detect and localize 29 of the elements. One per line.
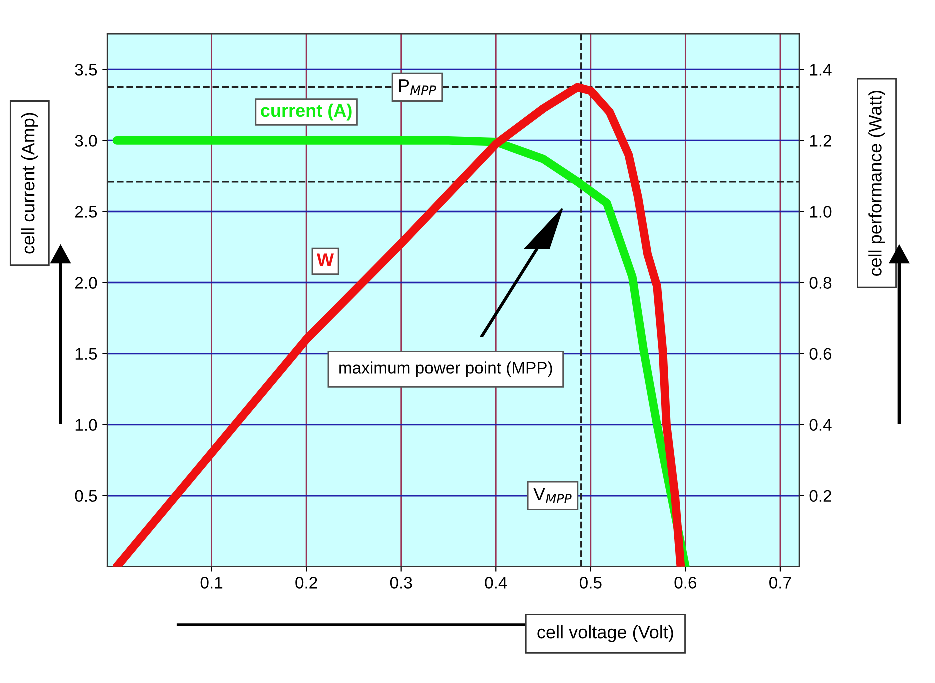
y2-tick-label: 1.2 (810, 135, 832, 147)
annotation: maximum power point (MPP) (340, 362, 552, 378)
y-tick-label: 0.5 (75, 490, 98, 502)
y-tick-label: 2.0 (75, 277, 98, 289)
ref-line-label: P$_{MPP}$ (399, 80, 436, 96)
x-axis-title: cell voltage (Volt) (538, 625, 674, 642)
x-tick-label: 0.5 (580, 577, 602, 589)
y2-tick-label: 0.2 (810, 490, 832, 502)
x-tick-label: 0.6 (674, 577, 697, 589)
y-tick-label: 1.0 (76, 419, 98, 432)
ref-line-label: V$_{MPP}$ (534, 488, 572, 504)
series-label: W (317, 254, 334, 266)
y2-axis-title: cell performance (Watt) (868, 90, 886, 276)
y2-tick-label: 1.4 (810, 64, 832, 76)
y-axis-title: cell current (Amp) (22, 113, 38, 254)
x-tick-label: 0.4 (485, 577, 508, 589)
x-tick-label: 0.7 (770, 577, 792, 589)
x-tick-label: 0.3 (390, 577, 412, 589)
y2-tick-label: 1.0 (810, 206, 832, 218)
y-tick-label: 3.0 (75, 135, 98, 147)
y-tick-label: 1.5 (76, 348, 98, 360)
y-tick-label: 3.5 (75, 64, 98, 76)
y-tick-label: 2.5 (75, 206, 98, 218)
x-tick-label: 0.1 (200, 577, 223, 589)
y2-tick-label: 0.8 (810, 277, 832, 289)
series-label: current (A) (261, 104, 352, 121)
x-tick-label: 0.2 (296, 577, 318, 589)
y2-tick-label: 0.4 (810, 419, 832, 432)
y2-tick-label: 0.6 (810, 348, 832, 360)
